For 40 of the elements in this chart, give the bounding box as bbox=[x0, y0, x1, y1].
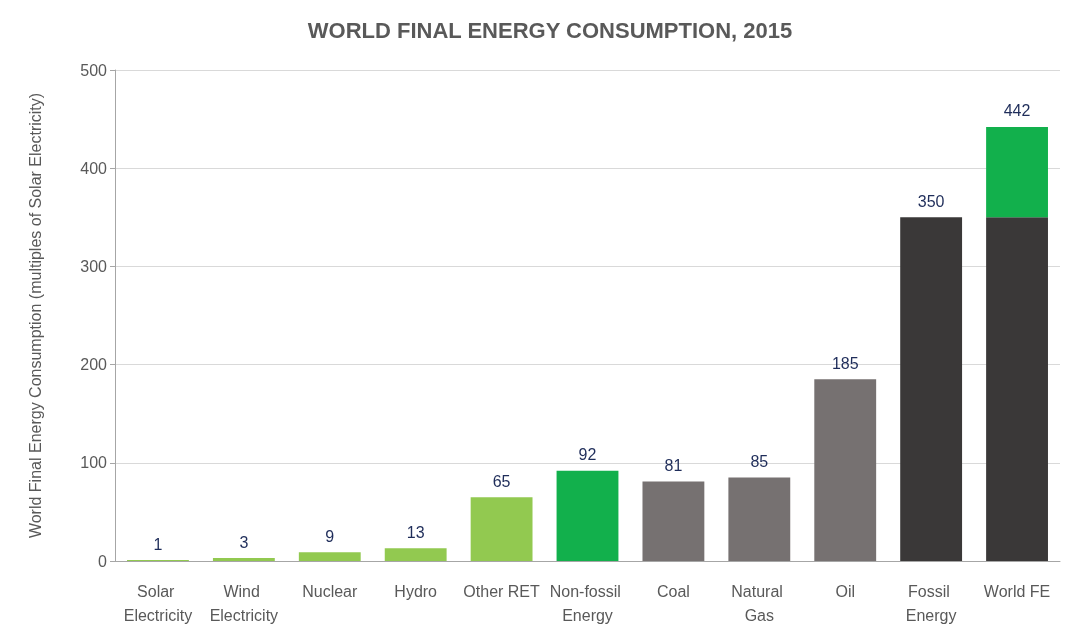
chart-title: WORLD FINAL ENERGY CONSUMPTION, 2015 bbox=[307, 17, 793, 43]
data-label: 92 bbox=[578, 446, 597, 464]
data-label: 1 bbox=[153, 535, 163, 553]
data-label: 81 bbox=[664, 456, 683, 474]
x-tick-label: Coal bbox=[656, 582, 690, 600]
data-label: 13 bbox=[406, 523, 425, 541]
x-tick-label: Nuclear bbox=[302, 582, 359, 600]
bar bbox=[642, 481, 705, 561]
bar bbox=[814, 379, 877, 561]
data-label: 65 bbox=[492, 472, 511, 490]
x-tick-label: World FE bbox=[983, 582, 1051, 600]
total-label: 442 bbox=[1003, 102, 1031, 120]
bar bbox=[986, 217, 1048, 561]
bar bbox=[986, 126, 1048, 218]
y-tick-label: 0 bbox=[98, 552, 108, 570]
y-tick-label: 200 bbox=[80, 356, 108, 374]
bar bbox=[384, 548, 447, 561]
y-tick-label: 400 bbox=[80, 159, 108, 177]
x-tick-label: Solar Electricity bbox=[123, 582, 193, 624]
data-label: 85 bbox=[750, 453, 769, 471]
bar bbox=[470, 497, 533, 561]
y-axis-title: World Final Energy Consumption (multiples of Solar Electricity) bbox=[26, 92, 44, 539]
bar bbox=[900, 217, 963, 561]
bar bbox=[728, 477, 791, 561]
data-label: 9 bbox=[325, 527, 335, 545]
x-tick-label: Other RET bbox=[463, 582, 541, 600]
y-tick-label: 500 bbox=[80, 61, 108, 79]
data-label: 3 bbox=[239, 533, 249, 551]
bar bbox=[212, 558, 275, 561]
y-tick-label: 300 bbox=[80, 257, 108, 275]
bar bbox=[298, 552, 361, 561]
x-tick-label: Wind Electricity bbox=[209, 582, 279, 624]
x-tick-label: Hydro bbox=[394, 582, 438, 600]
x-tick-label: Non-fossil Energy bbox=[549, 582, 626, 624]
data-label: 185 bbox=[831, 354, 859, 372]
data-label: 350 bbox=[917, 192, 945, 210]
x-tick-label: Fossil Energy bbox=[905, 582, 957, 624]
x-tick-label: Oil bbox=[835, 582, 856, 600]
y-tick-label: 100 bbox=[80, 454, 108, 472]
x-tick-label: Natural Gas bbox=[731, 582, 788, 624]
